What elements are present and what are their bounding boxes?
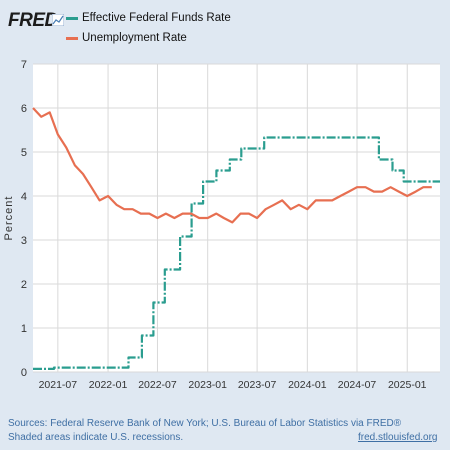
x-tick-label: 2024-07 (338, 379, 377, 391)
y-tick-labels: 0 1 2 3 4 5 6 7 (21, 59, 27, 379)
y-tick-label: 4 (21, 191, 27, 203)
x-tick-label: 2025-01 (388, 379, 427, 391)
footer-sources: Sources: Federal Reserve Bank of New Yor… (8, 418, 402, 429)
x-tick-labels: 2021-07 2022-01 2022-07 2023-01 2023-07 2024-… (39, 379, 427, 391)
x-tick-label: 2021-07 (39, 379, 78, 391)
x-tick-label: 2023-01 (188, 379, 227, 391)
footer-shaded-note: Shaded areas indicate U.S. recessions. (8, 432, 184, 443)
fred-logo: FRED (8, 10, 58, 31)
y-tick-label: 5 (21, 147, 27, 159)
legend-swatch-unemployment (66, 36, 78, 40)
footer-site-link[interactable]: fred.stlouisfed.org (358, 432, 438, 443)
legend-item-unemployment: Unemployment Rate (66, 31, 187, 45)
y-tick-label: 2 (21, 279, 27, 291)
fred-graph-icon (52, 14, 64, 26)
y-tick-label: 1 (21, 323, 27, 335)
y-axis-label: Percent (3, 196, 15, 241)
y-tick-label: 3 (21, 235, 27, 247)
legend-swatch-fed-funds (66, 16, 78, 20)
series-layer (32, 107, 440, 370)
x-tick-label: 2022-07 (138, 379, 177, 391)
legend-label-fed-funds: Effective Federal Funds Rate (82, 12, 231, 24)
x-tick-label: 2023-07 (238, 379, 277, 391)
y-tick-label: 0 (21, 367, 27, 379)
y-tick-label: 7 (21, 59, 27, 71)
legend-item-fed-funds: Effective Federal Funds Rate (66, 11, 231, 25)
series-line-unemployment (32, 107, 432, 224)
y-tick-label: 6 (21, 103, 27, 115)
x-tick-label: 2024-01 (288, 379, 327, 391)
legend-label-unemployment: Unemployment Rate (82, 32, 187, 44)
chart-header: FRED Effective Federal Funds Rate Unempl… (8, 6, 448, 52)
x-tick-label: 2022-01 (89, 379, 128, 391)
series-line-fed-funds (33, 136, 440, 370)
